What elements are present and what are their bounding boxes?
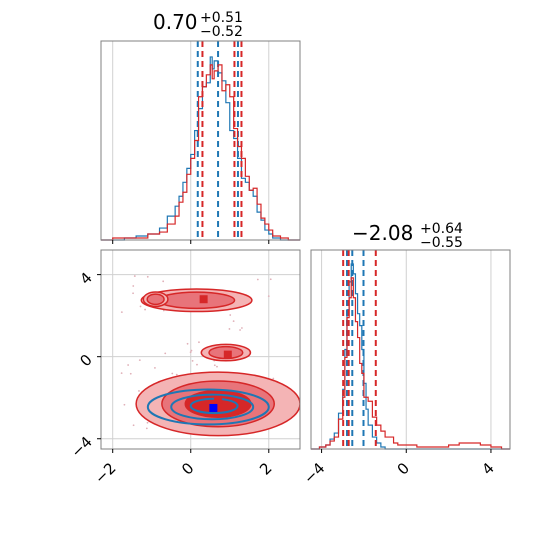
joint-sample-point xyxy=(162,280,165,283)
hist-1-series-0-histogram xyxy=(101,56,300,241)
joint-sample-point xyxy=(241,327,243,329)
joint-sample-point xyxy=(216,365,218,368)
joint-frame xyxy=(100,249,301,450)
hist-1-frame xyxy=(100,40,301,241)
joint-sample-point xyxy=(191,359,194,362)
joint-sample-point xyxy=(239,329,241,331)
joint-y-tick-label-1: 0 xyxy=(76,351,95,370)
title-1-upper: +0.51 xyxy=(200,10,243,26)
joint-sample-point xyxy=(132,285,135,287)
joint-y-tick-label-2: 4 xyxy=(76,269,95,288)
joint-sample-point xyxy=(232,320,235,323)
joint-x-tick-label-1: 0 xyxy=(178,459,197,478)
hist-2-series-0-histogram xyxy=(311,263,510,450)
joint-sample-point xyxy=(145,427,148,430)
joint-sample-point xyxy=(132,292,134,295)
joint-contour-plot: −2 0 2 −4 0 4 xyxy=(67,249,301,487)
joint-sample-point xyxy=(133,275,136,277)
joint-sample-point xyxy=(144,308,146,311)
title-2-upper: +0.64 xyxy=(420,221,463,237)
hist-2-x-tick-label-0: −4 xyxy=(300,459,328,487)
joint-sample-point xyxy=(175,373,178,376)
title-param-1: 0.70 +0.51 −0.52 xyxy=(153,10,243,40)
joint-x-tick-label-0: −2 xyxy=(91,459,119,487)
joint-sample-point xyxy=(146,421,149,424)
joint-y-tick-label-0: −4 xyxy=(67,433,95,461)
red-mode-marker-0 xyxy=(199,295,208,304)
joint-sample-point xyxy=(120,372,123,375)
red-mode-marker-1 xyxy=(223,350,232,359)
title-param-2: −2.08 +0.64 −0.55 xyxy=(352,221,463,251)
joint-sample-point xyxy=(139,305,142,308)
joint-sample-point xyxy=(171,372,174,375)
joint-plot-area xyxy=(101,250,300,449)
joint-sample-point xyxy=(186,342,189,345)
red-mode-marker-2 xyxy=(214,395,223,404)
red-density-region-1-level-1 xyxy=(157,291,236,310)
joint-x-tick-label-2: 2 xyxy=(256,459,275,478)
joint-sample-point xyxy=(190,349,193,352)
blue-mode-marker xyxy=(209,403,218,412)
joint-sample-point xyxy=(129,372,132,375)
title-2-lower: −0.55 xyxy=(420,235,463,251)
joint-sample-point xyxy=(138,390,140,392)
joint-sample-point xyxy=(138,359,141,362)
joint-sample-point xyxy=(120,311,123,314)
joint-sample-point xyxy=(269,278,272,281)
hist-2-x-tick-label-1: 0 xyxy=(394,459,413,478)
joint-sample-point xyxy=(196,363,198,366)
blue-contour-1 xyxy=(170,393,255,421)
joint-sample-point xyxy=(127,364,130,366)
hist-2-series-1-histogram xyxy=(311,277,510,450)
joint-sample-point xyxy=(164,352,167,355)
title-1-lower: −0.52 xyxy=(200,24,243,40)
joint-sample-point xyxy=(256,278,259,281)
joint-sample-point xyxy=(272,377,275,380)
joint-sample-point xyxy=(229,314,232,316)
joint-sample-point xyxy=(154,367,156,369)
marginal-histogram-param-2: −4 0 4 xyxy=(300,249,511,487)
joint-sample-point xyxy=(146,275,149,278)
hist-2-frame xyxy=(310,249,511,450)
title-2-value: −2.08 xyxy=(352,221,413,245)
joint-sample-point xyxy=(198,341,200,344)
joint-sample-point xyxy=(123,403,126,406)
hist-2-x-tick-label-2: 4 xyxy=(478,459,497,478)
title-1-value: 0.70 xyxy=(153,10,198,34)
marginal-histogram-param-1 xyxy=(100,40,301,244)
joint-sample-point xyxy=(132,424,135,427)
red-density-region-3-level-1 xyxy=(146,293,165,306)
joint-sample-point xyxy=(228,328,231,330)
hist-1-series-1-histogram xyxy=(101,64,300,241)
joint-sample-point xyxy=(189,351,192,354)
joint-sample-point xyxy=(213,364,216,367)
joint-sample-point xyxy=(267,295,270,297)
blue-contour-0 xyxy=(146,388,270,426)
